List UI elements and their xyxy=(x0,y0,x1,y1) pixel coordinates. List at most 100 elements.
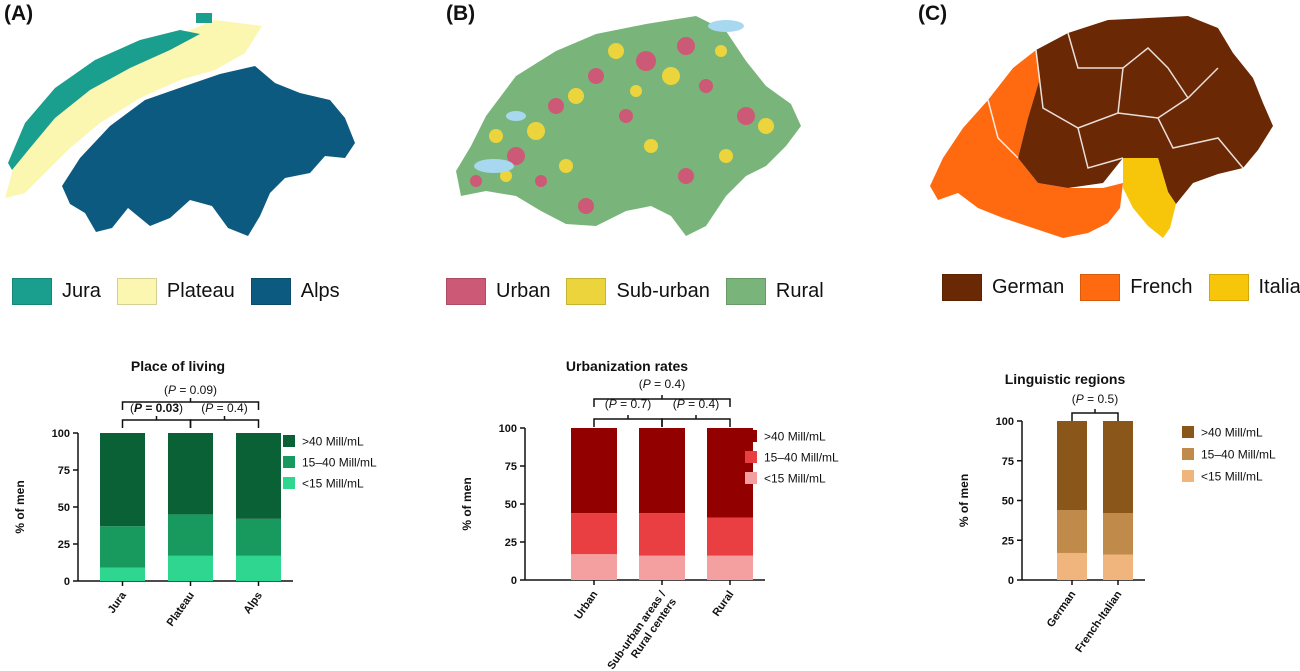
p-value-label: (P = 0.4) xyxy=(639,377,685,391)
p-value-number: 0.09 xyxy=(190,383,214,397)
italian-region xyxy=(1123,158,1176,238)
x-tick-label: Alps xyxy=(241,590,265,616)
legend-swatch xyxy=(283,435,295,447)
bar-segment xyxy=(1057,510,1087,553)
alps-region xyxy=(62,66,355,236)
legend-swatch xyxy=(745,472,757,484)
jura-swatch xyxy=(12,278,52,305)
map-legend-c: German French Italian xyxy=(942,274,1300,301)
panel-label-b: (B) xyxy=(446,2,476,25)
legend-label: 15–40 Mill/mL xyxy=(302,456,377,470)
panel-label-c: (C) xyxy=(918,2,948,25)
p-value-paren: ) xyxy=(213,383,217,397)
y-axis-label: % of men xyxy=(460,477,474,530)
significance-bracket xyxy=(593,418,663,427)
x-tick-label: Sub-urban areas /Rural centers xyxy=(605,589,679,671)
lake xyxy=(506,111,526,121)
x-tick-label-line: Rural xyxy=(710,589,736,619)
legend-item-french: French xyxy=(1080,274,1193,301)
p-value-equals: = xyxy=(213,401,227,415)
y-tick-label: 25 xyxy=(58,539,70,551)
legend-label: Rural xyxy=(775,280,824,302)
x-tick-label: Urban xyxy=(572,589,600,622)
legend-swatch xyxy=(283,477,295,489)
legend-swatch xyxy=(1182,448,1194,460)
lake xyxy=(474,159,514,173)
legend-label: <15 Mill/mL xyxy=(764,472,826,486)
y-tick-label: 75 xyxy=(1002,456,1014,468)
bar-segment xyxy=(639,555,685,580)
p-value-equals: = xyxy=(651,377,665,391)
p-value-number: 0.03 xyxy=(156,401,180,415)
bar-segment xyxy=(168,555,213,581)
chart-title: Urbanization rates xyxy=(566,358,688,374)
p-value-paren: ( xyxy=(605,397,609,411)
x-tick-label-line: Urban xyxy=(572,589,600,622)
legend-label: 15–40 Mill/mL xyxy=(1201,448,1276,462)
swiss-linguistic-regions-map xyxy=(930,16,1273,238)
suburban-patches xyxy=(489,43,774,182)
german-region xyxy=(1018,16,1273,204)
y-tick-label: 25 xyxy=(1002,535,1014,547)
p-value-label: (P = 0.4) xyxy=(201,401,247,415)
german-swatch xyxy=(942,274,982,301)
plateau-swatch xyxy=(116,278,157,305)
x-tick-label-line: German xyxy=(1045,589,1079,630)
x-tick-label-line: Plateau xyxy=(165,590,197,629)
p-value-number: 0.4 xyxy=(699,397,716,411)
rural-swatch xyxy=(725,278,766,305)
p-value-symbol: P xyxy=(1076,392,1084,406)
p-value-symbol: P xyxy=(643,377,651,391)
y-tick-label: 50 xyxy=(58,502,70,514)
p-value-symbol: P xyxy=(205,401,213,415)
french-swatch xyxy=(1080,274,1121,301)
x-tick-label: Jura xyxy=(106,589,130,616)
french-region xyxy=(930,50,1123,238)
y-tick-label: 0 xyxy=(511,575,517,587)
p-value-equals: = xyxy=(176,383,190,397)
legend-item-italian: Italian xyxy=(1208,274,1300,301)
p-value-equals: = xyxy=(1084,392,1098,406)
map-legend-b: Urban Sub-urban Rural xyxy=(446,278,840,305)
bar-segment xyxy=(571,554,617,580)
p-value-number: 0.4 xyxy=(665,377,682,391)
p-value-paren: ) xyxy=(647,397,651,411)
legend-label: <15 Mill/mL xyxy=(1201,470,1263,484)
y-tick-label: 100 xyxy=(52,428,70,440)
legend-label: Plateau xyxy=(166,280,235,302)
y-tick-label: 0 xyxy=(64,576,70,588)
legend-label: >40 Mill/mL xyxy=(1201,426,1263,440)
y-tick-label: 100 xyxy=(996,416,1014,428)
italian-swatch xyxy=(1208,274,1249,301)
chart-linguistic-regions: Linguistic regions % of men 0 25 50 75 100 Germ… xyxy=(957,371,1276,655)
y-tick-label: 25 xyxy=(505,537,517,549)
x-tick-label: Plateau xyxy=(165,590,197,629)
bar-segment xyxy=(100,567,145,581)
p-value-number: 0.5 xyxy=(1098,392,1115,406)
p-value-label: (P = 0.03) xyxy=(130,401,183,415)
alps-swatch xyxy=(250,278,291,305)
legend-label: German xyxy=(992,276,1065,298)
p-value-symbol: P xyxy=(168,383,176,397)
x-tick-label: Rural xyxy=(710,589,736,619)
p-value-paren: ) xyxy=(244,401,248,415)
panel-label-a: (A) xyxy=(4,2,34,25)
x-tick-label-line: Alps xyxy=(241,590,265,616)
bar-segment xyxy=(1103,554,1133,580)
p-value-symbol: P xyxy=(609,397,617,411)
p-value-paren: ( xyxy=(639,377,643,391)
significance-bracket xyxy=(661,418,731,427)
y-tick-label: 50 xyxy=(1002,496,1014,508)
legend-swatch xyxy=(283,456,295,468)
legend-item-urban: Urban xyxy=(446,278,550,305)
x-tick-label: French-Italian xyxy=(1073,589,1124,655)
chart-title: Place of living xyxy=(131,358,225,374)
p-value-paren: ( xyxy=(1072,392,1076,406)
p-value-label: (P = 0.4) xyxy=(673,397,719,411)
p-value-number: 0.4 xyxy=(227,401,244,415)
x-tick-label-line: French-Italian xyxy=(1073,589,1124,655)
y-axis-label: % of men xyxy=(13,480,27,533)
p-value-label: (P = 0.7) xyxy=(605,397,651,411)
bar-segment xyxy=(639,428,685,514)
bar-segment xyxy=(236,518,281,556)
